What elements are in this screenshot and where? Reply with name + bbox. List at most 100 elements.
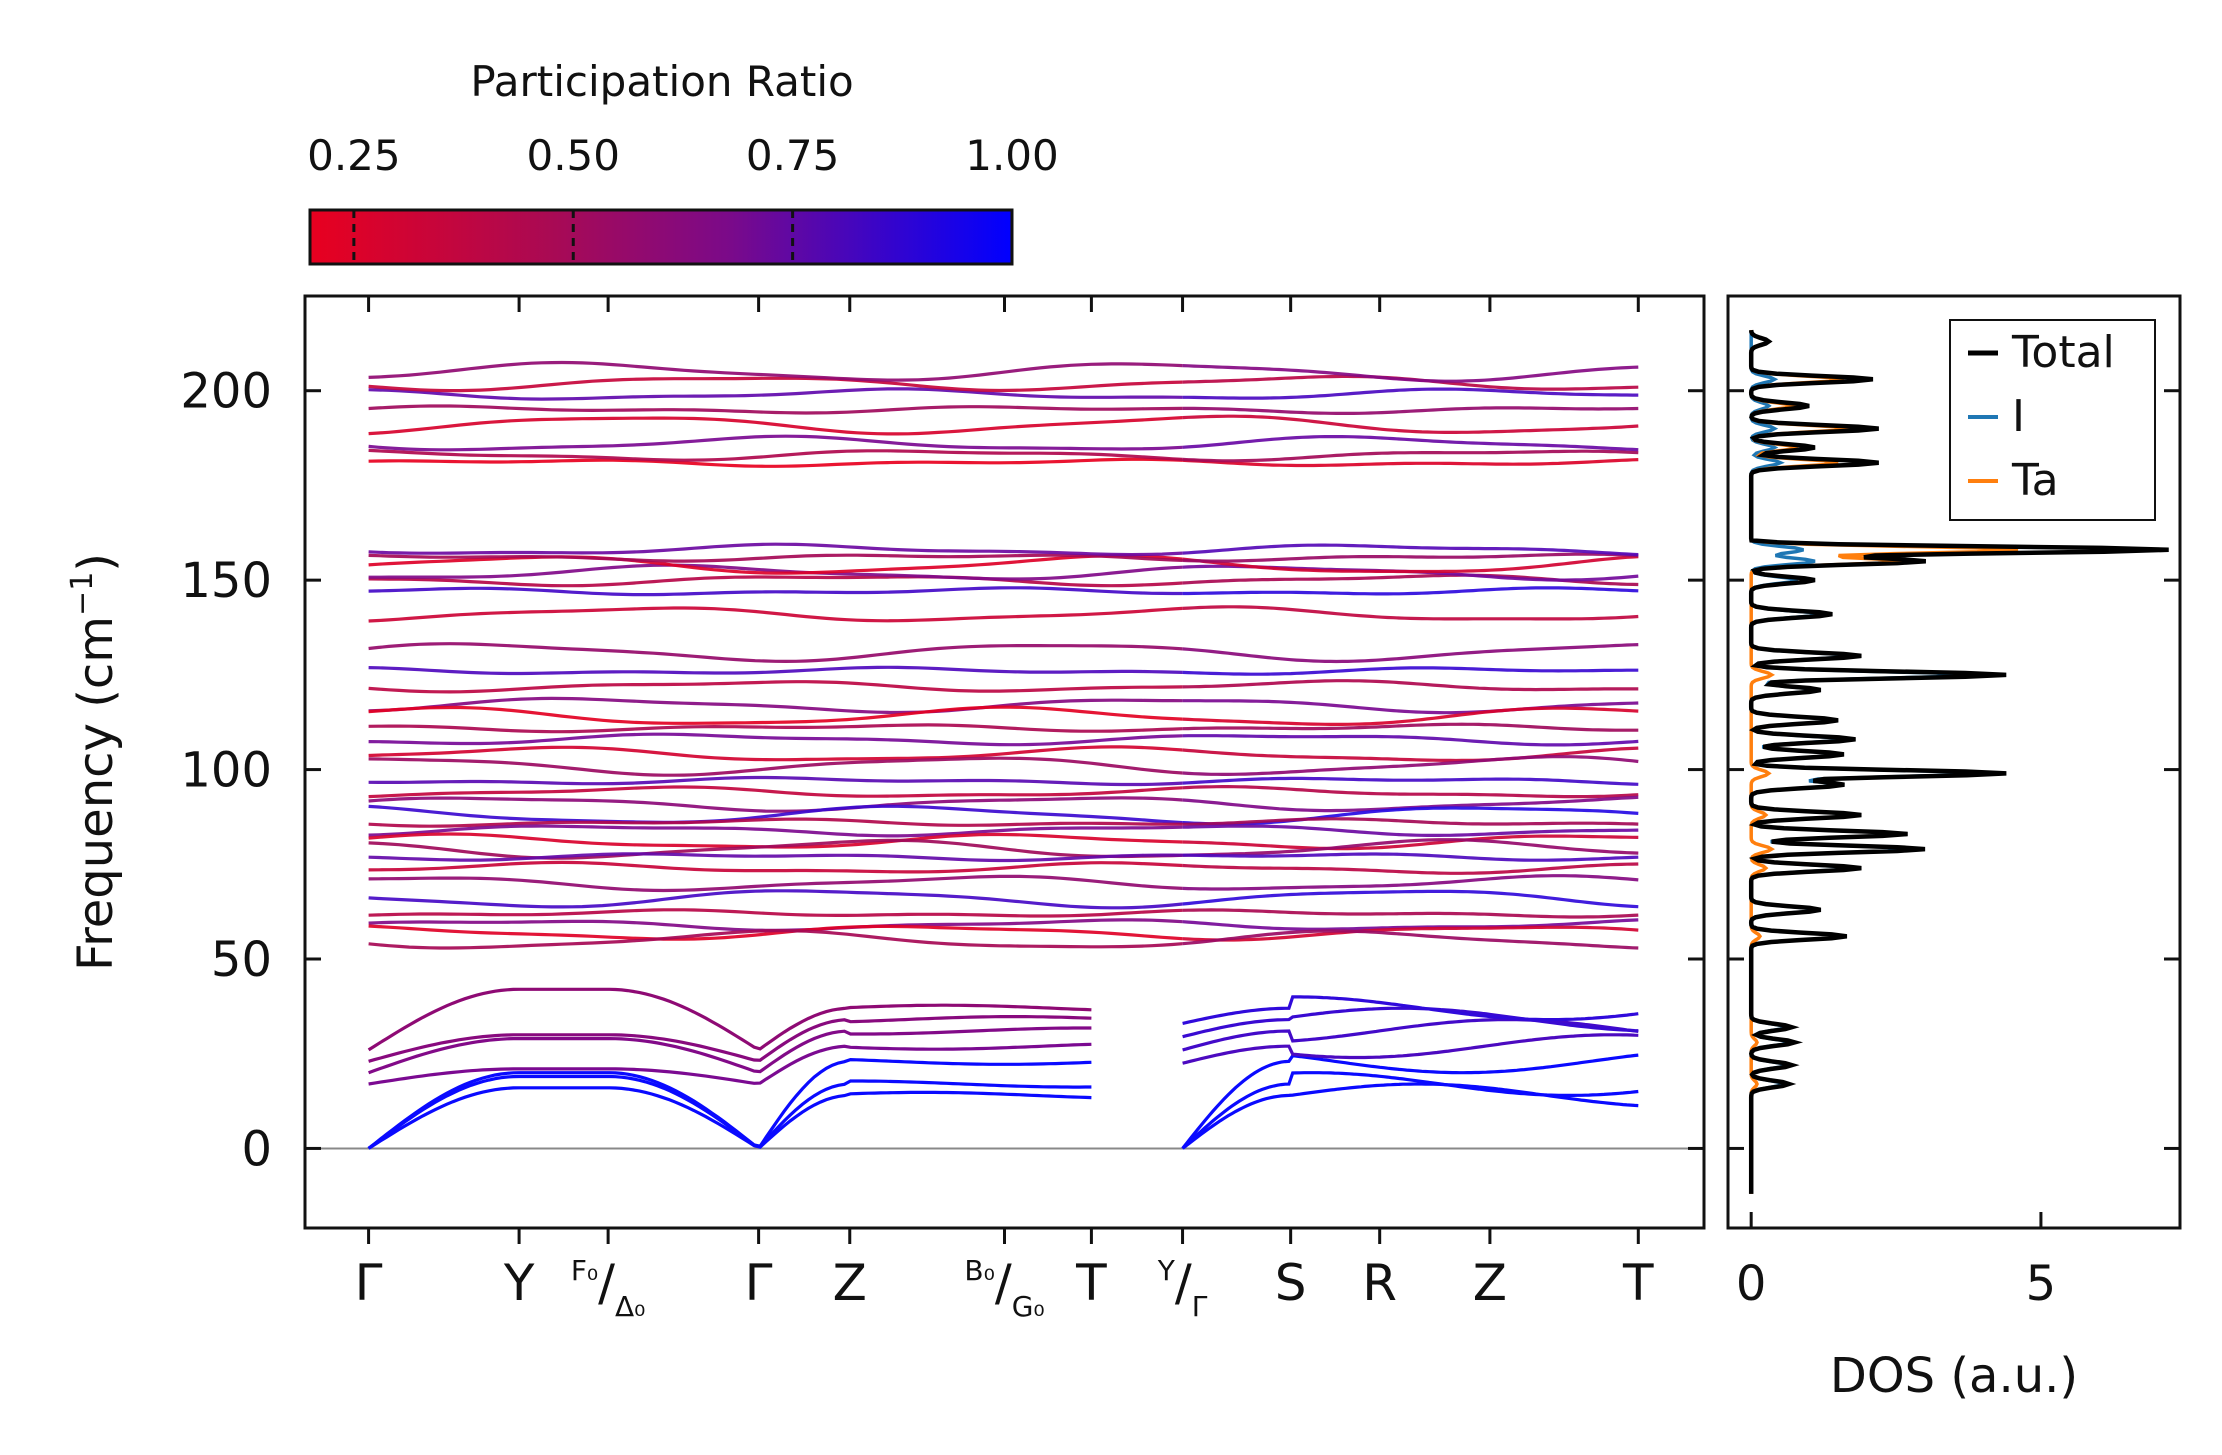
optical-band <box>1182 458 1639 468</box>
colorbar-gradient <box>308 208 1014 266</box>
optical-band <box>368 563 1183 581</box>
dos-axes-frame <box>1726 294 2182 1230</box>
optical-band <box>368 838 1183 860</box>
optical-band <box>368 680 1183 694</box>
hs-label-upper: Y <box>1157 1254 1176 1287</box>
colorbar-tick-label: 0.50 <box>526 131 620 180</box>
optical-band <box>368 387 1183 401</box>
y-tick-label: 200 <box>180 364 272 420</box>
optical-band <box>1182 722 1639 732</box>
acoustic-band <box>1182 995 1639 1025</box>
optical-band <box>1182 834 1639 851</box>
optical-band <box>368 874 1183 893</box>
optical-band <box>1182 406 1639 415</box>
hs-label-slash: / <box>1175 1254 1192 1312</box>
acoustic-band <box>368 1026 1092 1075</box>
optical-band <box>1182 449 1639 463</box>
acoustic-band <box>368 1042 1092 1086</box>
acoustic-band <box>1182 1018 1639 1052</box>
optical-band <box>368 908 1183 918</box>
high-symmetry-label: T <box>1622 1254 1654 1312</box>
colorbar-ticks: 0.25 0.50 0.75 1.00 <box>307 131 1059 264</box>
y-axis-label: Frequency (cm−1) <box>65 553 124 971</box>
hs-label-slash: / <box>598 1254 615 1312</box>
legend-label-total: Total <box>2011 327 2115 378</box>
hs-label-lower: Δ₀ <box>615 1290 645 1323</box>
high-symmetry-label: Y <box>503 1254 535 1312</box>
optical-band <box>1182 435 1639 452</box>
optical-band <box>1182 679 1639 692</box>
optical-band <box>368 416 1183 436</box>
optical-band <box>368 642 1183 664</box>
dos-x-tick-label: 5 <box>2026 1256 2057 1312</box>
optical-band <box>1182 734 1639 747</box>
optical-band <box>368 542 1183 557</box>
band-lines <box>305 360 1704 1150</box>
optical-band <box>368 434 1183 452</box>
optical-band <box>1182 785 1639 799</box>
acoustic-band <box>368 1015 1092 1063</box>
optical-band <box>368 553 1183 563</box>
legend-label-i: I <box>2012 391 2025 442</box>
optical-band <box>368 723 1183 734</box>
colorbar: Participation Ratio 0.25 0.50 0.75 1.00 <box>307 57 1059 266</box>
hs-label-lower: G₀ <box>1012 1290 1045 1323</box>
optical-band <box>1182 874 1639 891</box>
optical-band <box>1182 908 1639 919</box>
hs-label-slash: / <box>995 1254 1012 1312</box>
colorbar-tick-label: 1.00 <box>965 131 1059 180</box>
optical-band <box>1182 824 1639 837</box>
acoustic-band <box>1181 1071 1639 1150</box>
y-tick-label: 100 <box>180 743 272 799</box>
hs-label-lower: Γ <box>1192 1290 1208 1323</box>
optical-band <box>368 785 1183 799</box>
optical-band <box>368 756 1183 777</box>
dos-x-axis-label: DOS (a.u.) <box>1830 1348 2078 1404</box>
optical-band <box>368 775 1183 787</box>
high-symmetry-label: Y/Γ <box>1157 1254 1208 1323</box>
high-symmetry-label: Γ <box>745 1254 773 1312</box>
optical-band <box>368 376 1183 393</box>
optical-band <box>1182 555 1639 574</box>
optical-band <box>1182 918 1639 931</box>
colorbar-tick-label: 0.75 <box>746 131 840 180</box>
optical-band <box>1182 929 1639 950</box>
y-tick-label: 0 <box>241 1121 272 1177</box>
acoustic-band <box>367 1074 1092 1150</box>
optical-band <box>368 457 1183 468</box>
optical-band <box>1182 889 1639 909</box>
optical-band <box>368 929 1183 950</box>
legend-label-ta: Ta <box>2011 455 2059 506</box>
high-symmetry-label: F₀/Δ₀ <box>571 1254 646 1323</box>
optical-band <box>368 606 1183 623</box>
optical-band <box>1182 706 1639 726</box>
optical-band <box>1182 925 1639 942</box>
optical-band <box>1182 586 1639 596</box>
colorbar-title: Participation Ratio <box>470 57 853 106</box>
acoustic-band <box>367 1086 1092 1150</box>
optical-band <box>1182 387 1639 400</box>
optical-band <box>368 705 1183 725</box>
dos-series-total <box>1748 329 2169 1194</box>
high-symmetry-label: R <box>1362 1254 1397 1312</box>
optical-band <box>368 448 1183 462</box>
band-x-ticks: Γ Y F₀/Δ₀ Γ Z B₀/G₀ T Y/Γ S R Z T <box>355 296 1654 1323</box>
optical-band <box>1182 806 1639 826</box>
optical-band <box>1182 699 1639 715</box>
band-y-ticks: 0 50 100 150 200 <box>180 364 1704 1177</box>
optical-band <box>368 732 1183 747</box>
optical-band <box>368 889 1183 910</box>
high-symmetry-label: S <box>1275 1254 1307 1312</box>
y-tick-label: 50 <box>211 932 272 988</box>
optical-band <box>368 804 1183 825</box>
dos-curves <box>1748 329 2169 1194</box>
optical-band <box>368 824 1183 838</box>
optical-band <box>1182 755 1639 776</box>
optical-band <box>1182 852 1639 862</box>
optical-band <box>368 575 1183 588</box>
high-symmetry-label: Z <box>1473 1254 1507 1312</box>
optical-band <box>368 360 1183 382</box>
